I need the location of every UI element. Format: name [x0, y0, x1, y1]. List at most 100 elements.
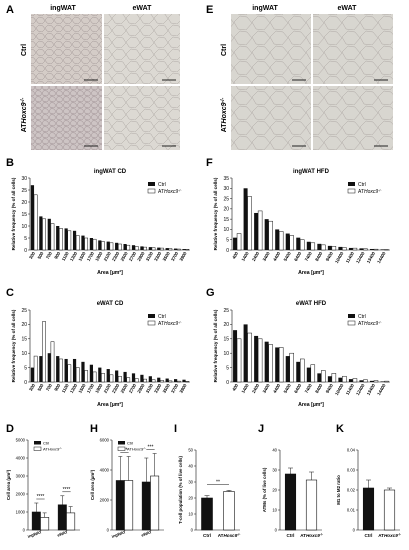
bar-ctrl — [140, 374, 144, 382]
y-axis-label: T-cell population (% of live cells) — [178, 456, 183, 524]
bar-ko — [160, 380, 164, 383]
x-tick-label: 4400 — [272, 251, 281, 262]
x-tick-label: 6400 — [293, 251, 302, 262]
bar-ko — [118, 375, 122, 383]
bar-ctrl — [64, 228, 68, 250]
bar-ko — [126, 244, 131, 251]
legend-swatch-ko — [117, 446, 126, 451]
bar-ko — [352, 247, 358, 251]
bar-ko — [134, 378, 139, 383]
bar-ctrl — [254, 212, 259, 250]
panel-e-col-ewat: eWAT — [338, 5, 358, 12]
legend-label-ctrl: Ctrl — [358, 182, 366, 188]
y-tick-label: 0.04 — [347, 448, 356, 453]
histology-ewat-hfd-ctrl — [313, 14, 393, 84]
legend-label-ko: ATHoxc9-/- — [358, 320, 382, 327]
y-tick-label: 20 — [21, 322, 27, 328]
x-tick-label: 3100 — [145, 383, 154, 394]
bar-ctrl — [115, 370, 119, 382]
y-tick-label: 0.03 — [347, 468, 356, 473]
legend-label-ctrl: Ctrl — [158, 182, 166, 188]
x-tick-label: 12400 — [355, 251, 366, 265]
y-tick-label: 30 — [21, 176, 27, 182]
bar-ctrl — [106, 241, 110, 250]
bar-ctrl — [348, 247, 353, 250]
bar-ctrl — [31, 511, 41, 531]
bar-ctrl — [98, 240, 102, 250]
chart-title: eWAT CD — [97, 301, 124, 307]
x-tick-label: 1900 — [94, 251, 103, 262]
legend-swatch-ko — [347, 188, 356, 194]
y-tick-label: 25 — [223, 308, 229, 314]
x-tick-label: 2900 — [136, 251, 145, 262]
panel-j-letter: J — [258, 423, 264, 435]
bar-ctrl — [306, 241, 311, 250]
bar-ko — [247, 196, 252, 251]
x-tick-label: 13400 — [366, 251, 377, 265]
bar-ctrl — [115, 480, 125, 531]
x-tick-label: 3900 — [178, 383, 187, 394]
chart-b: ingWAT CD 0 5 10 15 20 25 30 Relative frequency … — [11, 169, 190, 276]
bar-ctrl — [72, 358, 77, 382]
y-tick-label: 0 — [275, 528, 278, 533]
bar-ctrl — [157, 247, 161, 250]
panel-a: A ingWAT eWAT Ctrl ATHoxc9-/- — [6, 4, 180, 150]
bar-ko — [75, 367, 80, 383]
bar-ctrl — [284, 473, 297, 531]
bar-ko — [42, 321, 46, 383]
x-tick-label: 2500 — [119, 251, 128, 262]
bar-ctrl — [89, 238, 93, 250]
y-tick-label: 20 — [223, 207, 229, 213]
bar-ctrl — [306, 367, 311, 382]
bar-ctrl — [157, 377, 161, 382]
bar-ko — [40, 517, 50, 531]
bar-ko — [33, 355, 38, 383]
legend-swatch-ko — [33, 446, 42, 451]
y-tick-label: 0 — [24, 380, 27, 386]
chart-f: ingWAT HFD 0 5 10 15 20 25 30 35 Relative frequen… — [213, 169, 390, 276]
bar-ko — [383, 489, 396, 531]
bar-ko — [373, 248, 379, 251]
y-tick-label: 30 — [188, 480, 193, 485]
bar-ko — [321, 244, 326, 251]
bar-ctrl — [47, 353, 51, 382]
x-tick-label: 10400 — [334, 251, 345, 265]
bar-ctrl — [165, 248, 169, 250]
bar-ko — [268, 220, 273, 251]
bar-ctrl — [233, 330, 238, 382]
x-tick-label: ingWAT — [27, 529, 43, 539]
bar-ctrl — [264, 219, 269, 250]
panel-f-letter: F — [206, 157, 213, 169]
x-tick-label: 1700 — [86, 383, 95, 394]
bar-ko — [75, 235, 80, 251]
bar-ko — [342, 247, 347, 251]
bar-ctrl — [359, 380, 364, 382]
x-tick-label: 2300 — [111, 251, 120, 262]
bar-ctrl — [148, 247, 152, 250]
x-tick-label: 3400 — [262, 383, 271, 394]
bar-ko — [289, 352, 294, 383]
x-tick-label: ATHoxc9-/- — [378, 532, 401, 538]
bar-ko — [160, 247, 164, 251]
bar-ctrl — [362, 487, 375, 531]
bar-ko — [300, 239, 305, 251]
legend-label-ctrl: Ctrl — [127, 441, 133, 446]
y-axis-label: ATMs (% of live cells) — [262, 467, 267, 512]
x-tick-label: 3500 — [162, 251, 171, 262]
chart-c: eWAT CD 0 5 10 15 20 25 Relative frequency (% o… — [11, 301, 190, 408]
panel-c-letter: C — [6, 287, 14, 299]
bar-ctrl — [285, 356, 290, 382]
y-tick-label: 0 — [191, 528, 194, 533]
x-tick-label: 1500 — [77, 251, 86, 262]
x-tick-label: 13400 — [366, 383, 377, 397]
bar-ctrl — [243, 188, 248, 250]
y-tick-label: 10 — [21, 351, 27, 357]
bar-ko — [363, 248, 368, 251]
bar-ko — [126, 377, 131, 383]
y-tick-label: 30 — [223, 186, 229, 192]
bar-ctrl — [123, 244, 127, 250]
histology-ingwat-hfd-ctrl — [231, 14, 311, 84]
y-tick-label: 15 — [223, 337, 229, 343]
y-tick-label: 2000 — [100, 498, 110, 503]
